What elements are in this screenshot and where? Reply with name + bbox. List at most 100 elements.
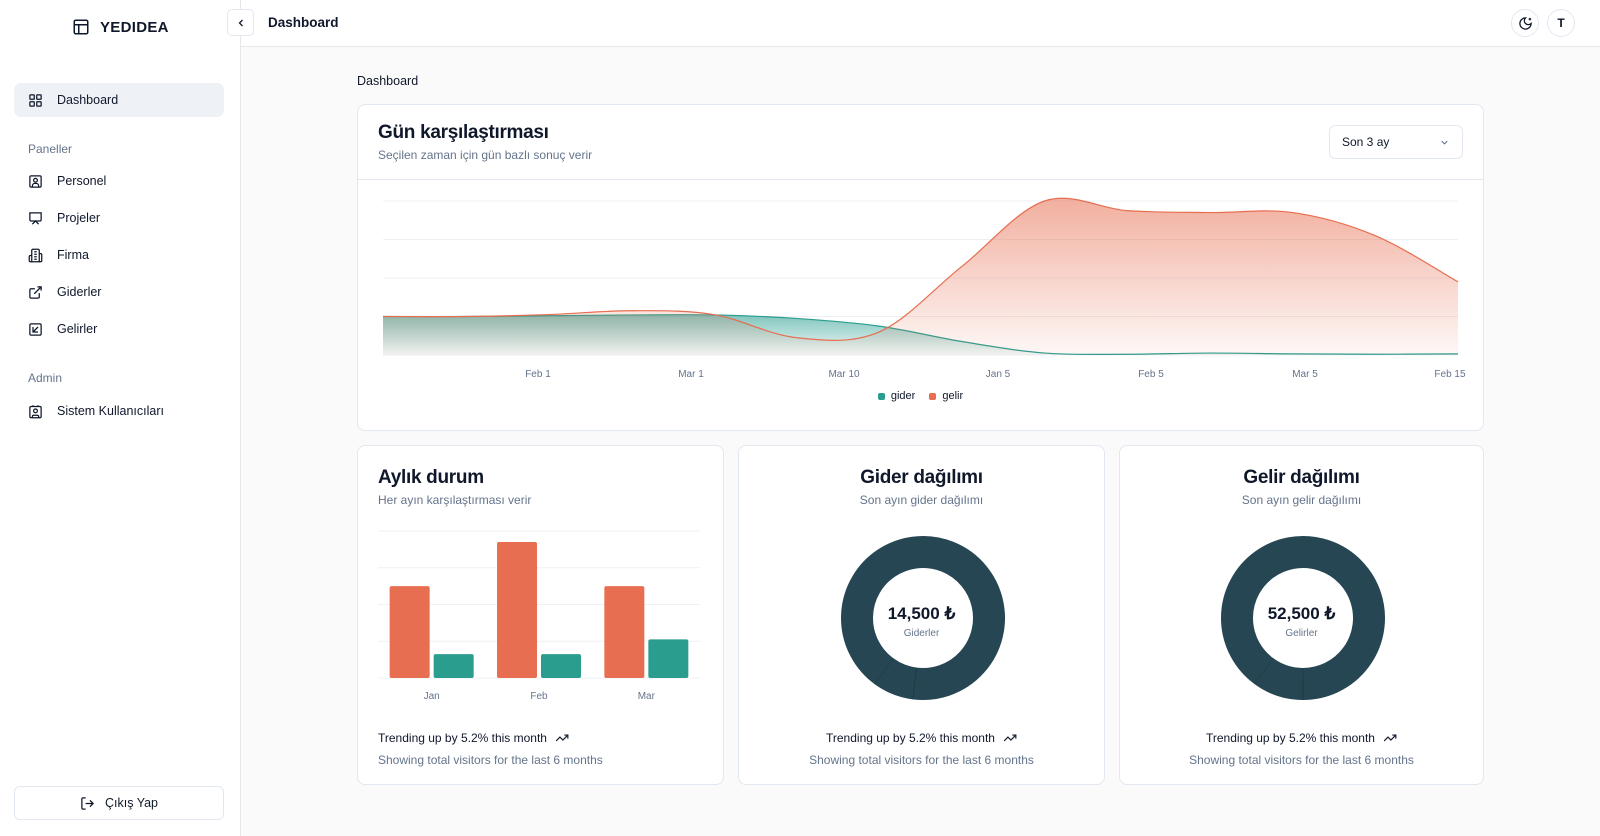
- sidebar-item-personel[interactable]: Personel: [14, 164, 224, 198]
- legend-label: gelir: [942, 390, 964, 402]
- bar-feb-1: [541, 654, 581, 678]
- range-select-value: Son 3 ay: [1342, 135, 1390, 149]
- legend-item-gelir: gelir: [929, 390, 963, 402]
- grid-icon: [29, 93, 42, 107]
- sidebar-item-giderler[interactable]: Giderler: [14, 275, 224, 309]
- layout-icon: [73, 19, 89, 35]
- card-subtitle: Seçilen zaman için gün bazlı sonuç verir: [378, 148, 593, 162]
- x-tick-label: Feb 15: [1434, 369, 1466, 380]
- trending-up-icon: [1003, 734, 1017, 742]
- bar-chart: Jan Feb Mar: [378, 530, 700, 702]
- sidebar-item-label: Projeler: [57, 211, 101, 225]
- legend-swatch: [877, 392, 885, 400]
- donut-slice: [874, 657, 918, 700]
- building-icon: [28, 248, 43, 262]
- section-label-panels: Paneller: [28, 142, 73, 156]
- donut-center: 52,500 ₺ Gelirler: [1120, 604, 1483, 639]
- legend-swatch: [929, 392, 937, 400]
- contact-icon: [29, 404, 42, 418]
- collapse-sidebar-button[interactable]: [227, 9, 254, 36]
- legend-label: gider: [890, 390, 916, 402]
- area-chart-card: Gün karşılaştırması Seçilen zaman için g…: [357, 104, 1484, 431]
- chevron-down-icon: [1441, 140, 1448, 145]
- donut-center: 14,500 ₺ Giderler: [739, 604, 1104, 639]
- avatar[interactable]: T: [1547, 9, 1575, 37]
- brand-name: YEDIDEA: [100, 18, 169, 36]
- sidebar-item-gelirler[interactable]: Gelirler: [14, 312, 224, 346]
- sidebar-item-label: Personel: [57, 174, 107, 188]
- trend-line: Trending up by 5.2% this month: [1120, 731, 1483, 745]
- trend-text: Trending up by 5.2% this month: [1206, 731, 1375, 745]
- sidebar-item-label: Giderler: [57, 285, 102, 299]
- card-title: Gün karşılaştırması: [378, 122, 549, 143]
- external-link-icon: [29, 285, 42, 299]
- income-card: Gelir dağılımı Son ayın gelir dağılımı 5…: [1119, 445, 1484, 785]
- x-tick-label: Mar: [638, 691, 656, 702]
- trend-text: Trending up by 5.2% this month: [826, 731, 995, 745]
- trend-line: Trending up by 5.2% this month: [378, 731, 603, 745]
- chart-legend: gider gelir: [358, 390, 1483, 402]
- expense-donut-chart: [841, 536, 1005, 700]
- sidebar: YEDIDEA Dashboard Paneller Personel Proj…: [0, 0, 241, 836]
- page-title: Dashboard: [268, 15, 339, 30]
- donut-slice: [1254, 658, 1304, 700]
- card-title: Aylık durum: [378, 467, 484, 488]
- sidebar-item-label: Dashboard: [57, 93, 119, 107]
- expense-card: Gider dağılımı Son ayın gider dağılımı 1…: [738, 445, 1105, 785]
- donut-caption: Gelirler: [1285, 628, 1318, 639]
- x-tick-label: Feb 1: [525, 369, 551, 380]
- sidebar-item-sistem-kullanicilari[interactable]: Sistem Kullanıcıları: [14, 394, 224, 428]
- legend-item-gider: gider: [877, 390, 916, 402]
- footnote: Showing total visitors for the last 6 mo…: [1189, 753, 1414, 767]
- user-square-icon: [29, 174, 42, 188]
- income-donut-chart: [1221, 536, 1385, 701]
- chevron-left-icon: [238, 19, 243, 26]
- trend-text: Trending up by 5.2% this month: [378, 731, 547, 745]
- donut-value: 52,500 ₺: [1267, 604, 1336, 623]
- x-tick-label: Feb: [530, 691, 548, 702]
- donut-slice: [841, 536, 1005, 700]
- trending-up-icon: [555, 734, 569, 742]
- bar-jan-0: [389, 586, 430, 678]
- logout-button[interactable]: Çıkış Yap: [14, 786, 224, 820]
- moon-stars-icon: [1518, 16, 1532, 30]
- arrow-down-left-icon: [29, 322, 42, 336]
- card-subtitle: Her ayın karşılaştırması verir: [378, 493, 532, 507]
- card-title: Gider dağılımı: [860, 467, 983, 488]
- trending-up-icon: [1383, 734, 1397, 742]
- bar-mar-0: [604, 586, 645, 678]
- card-divider: [358, 179, 1483, 180]
- breadcrumb: Dashboard: [357, 74, 419, 88]
- range-select[interactable]: Son 3 ay: [1329, 125, 1463, 159]
- bar-feb-0: [497, 542, 537, 678]
- donut-slice: [1221, 536, 1385, 700]
- topbar: Dashboard T: [227, 0, 1600, 47]
- sidebar-item-label: Sistem Kullanıcıları: [57, 404, 164, 418]
- donut-value: 14,500 ₺: [887, 604, 956, 623]
- card-subtitle: Son ayın gider dağılımı: [859, 493, 984, 507]
- footnote: Showing total visitors for the last 6 mo…: [378, 753, 603, 767]
- x-tick-label: Mar 5: [1292, 369, 1318, 380]
- logout-icon: [81, 796, 94, 810]
- theme-toggle-button[interactable]: [1511, 9, 1539, 37]
- x-tick-label: Jan 5: [986, 369, 1011, 380]
- area-chart: Feb 1 Mar 1 Mar 10 Jan 5 Feb 5 Mar 5 Feb 15: [382, 197, 1466, 380]
- footnote: Showing total visitors for the last 6 mo…: [809, 753, 1034, 767]
- donut-caption: Giderler: [903, 628, 940, 639]
- card-subtitle: Son ayın gelir dağılımı: [1241, 493, 1362, 507]
- sidebar-item-firma[interactable]: Firma: [14, 238, 224, 272]
- sidebar-item-label: Gelirler: [57, 322, 98, 336]
- sidebar-item-label: Firma: [57, 248, 89, 262]
- trend-line: Trending up by 5.2% this month: [739, 731, 1104, 745]
- sidebar-item-dashboard[interactable]: Dashboard: [14, 83, 224, 117]
- bar-mar-1: [648, 639, 689, 678]
- logout-label: Çıkış Yap: [104, 796, 159, 810]
- donut-slice-divider: [912, 667, 918, 700]
- monthly-card: Aylık durum Her ayın karşılaştırması ver…: [357, 445, 724, 785]
- card-title: Gelir dağılımı: [1243, 467, 1360, 488]
- sidebar-item-projeler[interactable]: Projeler: [14, 201, 224, 235]
- brand[interactable]: YEDIDEA: [72, 18, 169, 36]
- x-tick-label: Mar 1: [678, 369, 704, 380]
- x-tick-label: Jan: [424, 691, 440, 702]
- section-label-admin: Admin: [28, 371, 63, 385]
